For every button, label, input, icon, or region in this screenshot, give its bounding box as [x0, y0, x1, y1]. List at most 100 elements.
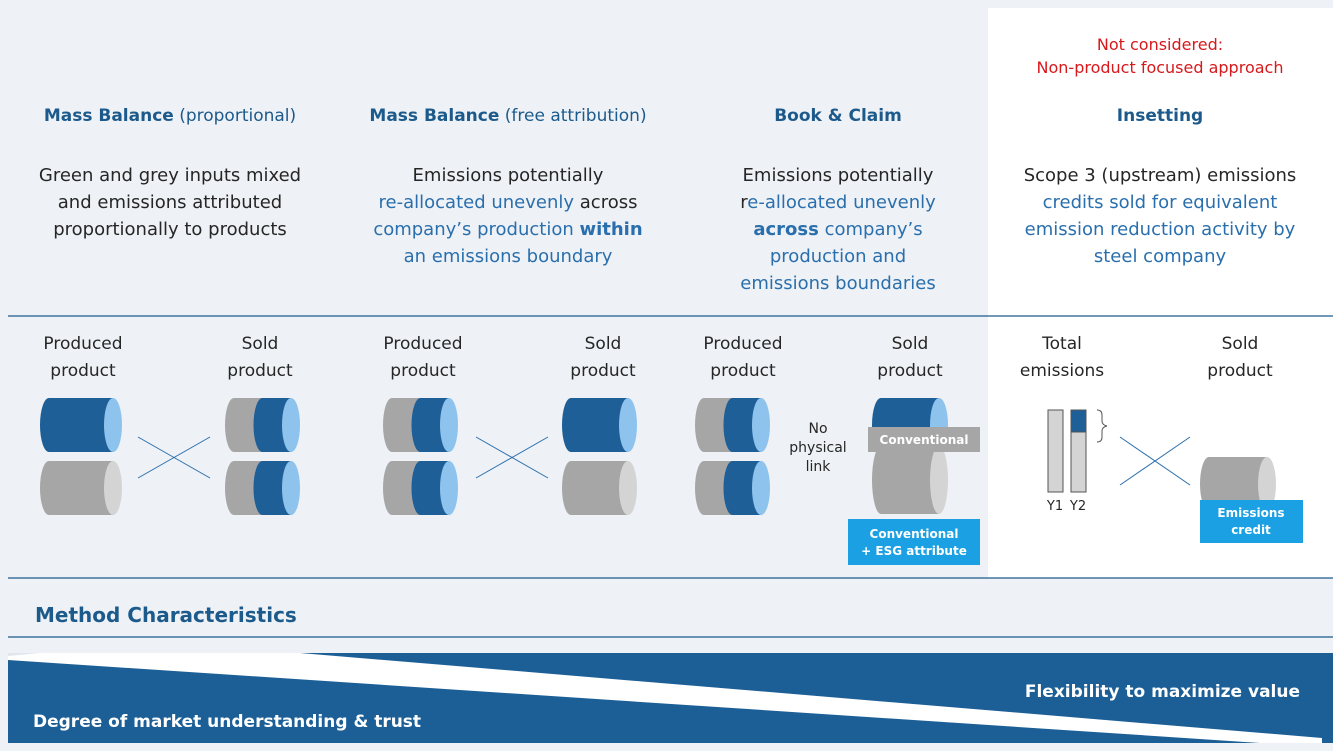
description-line: credits sold for equivalent [1043, 192, 1278, 213]
cylinder-cap [619, 398, 637, 452]
note: Non-product focused approach [1037, 58, 1284, 77]
text-segment: company’s [819, 219, 923, 240]
cylinder [254, 461, 272, 515]
product-label: product [877, 361, 943, 381]
product-label: Produced [703, 334, 782, 354]
product-label: Produced [43, 334, 122, 354]
cylinder-cap [930, 446, 948, 514]
text-segment: production and [770, 246, 906, 267]
description-line: and emissions attributed [58, 192, 282, 213]
text-segment: credits sold for equivalent [1043, 192, 1278, 213]
description-line: company’s production within [373, 219, 642, 240]
description-line: re-allocated unevenly [740, 192, 936, 213]
text-segment: Emissions potentially [743, 165, 934, 186]
cylinder-cap [282, 461, 300, 515]
description-line: steel company [1094, 246, 1227, 267]
product-label: Sold [585, 334, 622, 354]
cylinder-cap [440, 398, 458, 452]
column-title: Mass Balance (proportional) [44, 106, 296, 126]
description-line: Emissions potentially [413, 165, 604, 186]
link-note: link [806, 459, 832, 475]
cylinder-cap [619, 461, 637, 515]
text-segment: (free attribution) [499, 106, 646, 126]
cylinder-cap [104, 398, 122, 452]
tag-label: credit [1231, 523, 1271, 537]
product-label: product [50, 361, 116, 381]
text-segment: within [579, 219, 642, 240]
product-label: Sold [242, 334, 279, 354]
link-note: No [808, 421, 827, 437]
description-line: proportionally to products [53, 219, 287, 240]
note: Not considered: [1097, 35, 1223, 54]
text-segment: Green and grey inputs mixed [39, 165, 301, 186]
column-title: Insetting [1117, 106, 1203, 126]
description-line: production and [770, 246, 906, 267]
band-label: Flexibility to maximize value [1025, 682, 1300, 702]
excluded-column [988, 8, 1333, 578]
text-segment: company’s production [373, 219, 579, 240]
cylinder-cap [440, 461, 458, 515]
text-segment: re-allocated unevenly [379, 192, 575, 213]
text-segment: Scope 3 (upstream) emissions [1024, 165, 1297, 186]
text-segment: emission reduction activity by [1025, 219, 1296, 240]
text-segment: proportionally to products [53, 219, 287, 240]
tag-label: + ESG attribute [861, 544, 967, 558]
year-label: Y2 [1069, 499, 1086, 514]
tag-label: Emissions [1217, 506, 1284, 520]
text-segment: Mass Balance [44, 106, 174, 126]
emission-bar [1048, 410, 1063, 492]
description-line: Scope 3 (upstream) emissions [1024, 165, 1297, 186]
text-segment: e-allocated unevenly [747, 192, 936, 213]
description-line: emissions boundaries [740, 273, 935, 294]
year-label: Y1 [1046, 499, 1063, 514]
cylinder-cap [752, 461, 770, 515]
description-line: re-allocated unevenly across [379, 192, 638, 213]
cylinder-cap [752, 398, 770, 452]
product-label: emissions [1020, 361, 1104, 381]
text-segment: an emissions boundary [404, 246, 613, 267]
tag-label: Conventional [870, 527, 959, 541]
diagram: Not considered: Non-product focused appr… [0, 0, 1333, 751]
description-line: an emissions boundary [404, 246, 613, 267]
text-segment: emissions boundaries [740, 273, 935, 294]
product-label: product [570, 361, 636, 381]
cylinder [49, 398, 113, 452]
tag [848, 519, 980, 565]
product-label: Produced [383, 334, 462, 354]
text-segment: steel company [1094, 246, 1227, 267]
cylinder-cap [282, 398, 300, 452]
product-label: product [227, 361, 293, 381]
column-title: Mass Balance (free attribution) [369, 106, 646, 126]
section-title: Method Characteristics [35, 603, 297, 627]
product-label: Sold [1222, 334, 1259, 354]
text-segment: across [753, 219, 819, 240]
cylinder-cap [104, 461, 122, 515]
link-note: physical [789, 440, 846, 456]
band-label: Degree of market understanding & trust [33, 712, 421, 732]
cylinder [254, 398, 272, 452]
description-line: Green and grey inputs mixed [39, 165, 301, 186]
product-label: product [710, 361, 776, 381]
cylinder [412, 398, 430, 452]
tag-label: Conventional [880, 433, 969, 447]
product-label: product [390, 361, 456, 381]
emission-bar [1071, 410, 1086, 432]
description-line: across company’s [753, 219, 922, 240]
text-segment: across [574, 192, 637, 213]
cylinder [724, 398, 742, 452]
cylinder [412, 461, 430, 515]
description-line: emission reduction activity by [1025, 219, 1296, 240]
text-segment: Book & Claim [774, 106, 902, 126]
text-segment: Emissions potentially [413, 165, 604, 186]
product-label: Total [1041, 334, 1082, 354]
column-title: Book & Claim [774, 106, 902, 126]
cylinder [49, 461, 113, 515]
cylinder [724, 461, 742, 515]
text-segment: (proportional) [174, 106, 296, 126]
description-line: Emissions potentially [743, 165, 934, 186]
text-segment: and emissions attributed [58, 192, 282, 213]
text-segment: Mass Balance [369, 106, 499, 126]
product-label: Sold [892, 334, 929, 354]
product-label: product [1207, 361, 1273, 381]
text-segment: Insetting [1117, 106, 1203, 126]
